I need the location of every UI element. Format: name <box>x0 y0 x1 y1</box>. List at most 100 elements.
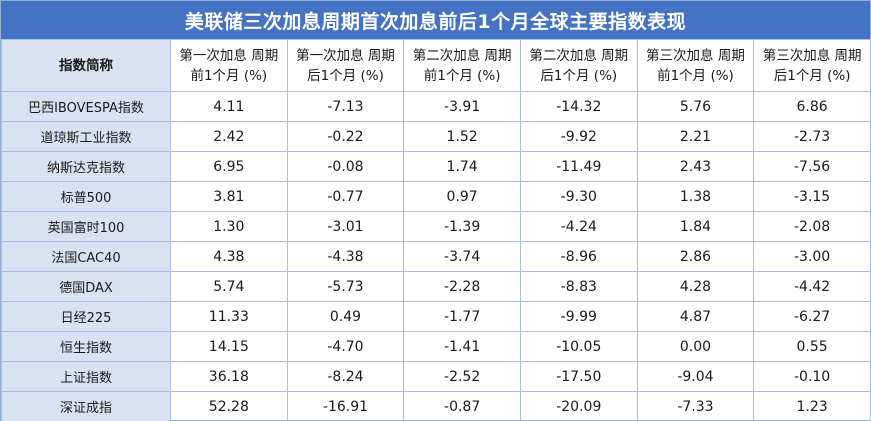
value-cell: -20.09 <box>519 391 638 421</box>
column-header: 第一次加息 周期 后1个月 (%) <box>286 39 405 92</box>
table-body: 巴西IBOVESPA指数 4.11 -7.13 -3.91 -14.32 5.76 6.86… <box>1 91 871 421</box>
column-header-line2: 前1个月 (%) <box>657 67 734 84</box>
column-header: 第二次加息 周期 后1个月 (%) <box>519 39 638 92</box>
value-cell: 1.84 <box>636 211 755 242</box>
column-header: 第二次加息 周期 前1个月 (%) <box>403 39 521 92</box>
value-cell: -3.00 <box>753 241 871 272</box>
value-cell: 2.21 <box>636 121 755 152</box>
value-cell: 6.86 <box>753 91 871 122</box>
table-row: 法国CAC40 4.38 -4.38 -3.74 -8.96 2.86 -3.00 <box>1 241 871 272</box>
value-cell: 2.86 <box>636 241 755 272</box>
value-cell: 5.74 <box>170 271 288 302</box>
table-title: 美联储三次加息周期首次加息前后1个月全球主要指数表现 <box>1 1 870 39</box>
value-cell: 36.18 <box>170 361 288 392</box>
value-cell: -3.74 <box>403 241 521 272</box>
index-name-cell: 德国DAX <box>1 271 171 302</box>
value-cell: -14.32 <box>519 91 638 122</box>
value-cell: 3.81 <box>170 181 288 212</box>
value-cell: -1.39 <box>403 211 521 242</box>
index-performance-table: 指数简称 第一次加息 周期 前1个月 (%) 第一次加息 周期 后1个月 (%) 第二次… <box>1 39 871 421</box>
value-cell: 4.11 <box>170 91 288 122</box>
column-header-line2: 后1个月 (%) <box>307 67 384 84</box>
column-header-index-name: 指数简称 <box>1 39 171 92</box>
column-header-line1: 第三次加息 周期 <box>646 47 745 64</box>
value-cell: 5.76 <box>636 91 755 122</box>
value-cell: -17.50 <box>519 361 638 392</box>
value-cell: -0.08 <box>286 151 405 182</box>
value-cell: -4.70 <box>286 331 405 362</box>
value-cell: 2.43 <box>636 151 755 182</box>
value-cell: -3.91 <box>403 91 521 122</box>
value-cell: 0.49 <box>286 301 405 332</box>
index-name-cell: 纳斯达克指数 <box>1 151 171 182</box>
value-cell: -8.24 <box>286 361 405 392</box>
index-name-cell: 深证成指 <box>1 391 171 421</box>
value-cell: -9.92 <box>519 121 638 152</box>
index-name-cell: 恒生指数 <box>1 331 171 362</box>
value-cell: -7.33 <box>636 391 755 421</box>
value-cell: 0.00 <box>636 331 755 362</box>
value-cell: 52.28 <box>170 391 288 421</box>
header-row: 指数简称 第一次加息 周期 前1个月 (%) 第一次加息 周期 后1个月 (%) 第二次… <box>1 39 871 92</box>
value-cell: -8.83 <box>519 271 638 302</box>
column-header: 第一次加息 周期 前1个月 (%) <box>170 39 288 92</box>
column-header-line1: 第一次加息 周期 <box>296 47 395 64</box>
value-cell: 4.87 <box>636 301 755 332</box>
table-row: 日经225 11.33 0.49 -1.77 -9.99 4.87 -6.27 <box>1 301 871 332</box>
value-cell: 0.55 <box>753 331 871 362</box>
value-cell: 0.97 <box>403 181 521 212</box>
value-cell: 1.74 <box>403 151 521 182</box>
value-cell: -4.24 <box>519 211 638 242</box>
value-cell: 1.52 <box>403 121 521 152</box>
value-cell: -2.73 <box>753 121 871 152</box>
index-name-cell: 巴西IBOVESPA指数 <box>1 91 171 122</box>
value-cell: -6.27 <box>753 301 871 332</box>
table-row: 道琼斯工业指数 2.42 -0.22 1.52 -9.92 2.21 -2.73 <box>1 121 871 152</box>
value-cell: -1.77 <box>403 301 521 332</box>
value-cell: -0.22 <box>286 121 405 152</box>
table-row: 上证指数 36.18 -8.24 -2.52 -17.50 -9.04 -0.10 <box>1 361 871 392</box>
value-cell: -3.15 <box>753 181 871 212</box>
value-cell: -3.01 <box>286 211 405 242</box>
index-name-cell: 标普500 <box>1 181 171 212</box>
value-cell: 4.38 <box>170 241 288 272</box>
table-row: 英国富时100 1.30 -3.01 -1.39 -4.24 1.84 -2.08 <box>1 211 871 242</box>
value-cell: -7.13 <box>286 91 405 122</box>
value-cell: 14.15 <box>170 331 288 362</box>
column-header: 第三次加息 周期 后1个月 (%) <box>753 39 871 92</box>
column-header-line2: 后1个月 (%) <box>540 67 618 84</box>
value-cell: -4.42 <box>753 271 871 302</box>
value-cell: -1.41 <box>403 331 521 362</box>
value-cell: -0.10 <box>753 361 871 392</box>
value-cell: -0.87 <box>403 391 521 421</box>
value-cell: 1.30 <box>170 211 288 242</box>
table-row: 标普500 3.81 -0.77 0.97 -9.30 1.38 -3.15 <box>1 181 871 212</box>
value-cell: -7.56 <box>753 151 871 182</box>
value-cell: -2.28 <box>403 271 521 302</box>
index-name-cell: 英国富时100 <box>1 211 171 242</box>
column-header-line1: 第二次加息 周期 <box>412 47 512 64</box>
table-row: 巴西IBOVESPA指数 4.11 -7.13 -3.91 -14.32 5.76 6.86 <box>1 91 871 122</box>
value-cell: -8.96 <box>519 241 638 272</box>
value-cell: 1.23 <box>753 391 871 421</box>
index-name-cell: 法国CAC40 <box>1 241 171 272</box>
column-header-line2: 前1个月 (%) <box>423 67 501 84</box>
value-cell: -2.52 <box>403 361 521 392</box>
column-header-line2: 后1个月 (%) <box>773 67 851 84</box>
value-cell: -5.73 <box>286 271 405 302</box>
table-row: 纳斯达克指数 6.95 -0.08 1.74 -11.49 2.43 -7.56 <box>1 151 871 182</box>
value-cell: 4.28 <box>636 271 755 302</box>
column-header-line1: 第一次加息 周期 <box>179 47 279 64</box>
index-name-cell: 道琼斯工业指数 <box>1 121 171 152</box>
index-name-cell: 上证指数 <box>1 361 171 392</box>
value-cell: 1.38 <box>636 181 755 212</box>
value-cell: -9.30 <box>519 181 638 212</box>
value-cell: -9.99 <box>519 301 638 332</box>
value-cell: -10.05 <box>519 331 638 362</box>
column-header-line2: 前1个月 (%) <box>190 67 268 84</box>
value-cell: 2.42 <box>170 121 288 152</box>
value-cell: -9.04 <box>636 361 755 392</box>
index-name-cell: 日经225 <box>1 301 171 332</box>
value-cell: -16.91 <box>286 391 405 421</box>
